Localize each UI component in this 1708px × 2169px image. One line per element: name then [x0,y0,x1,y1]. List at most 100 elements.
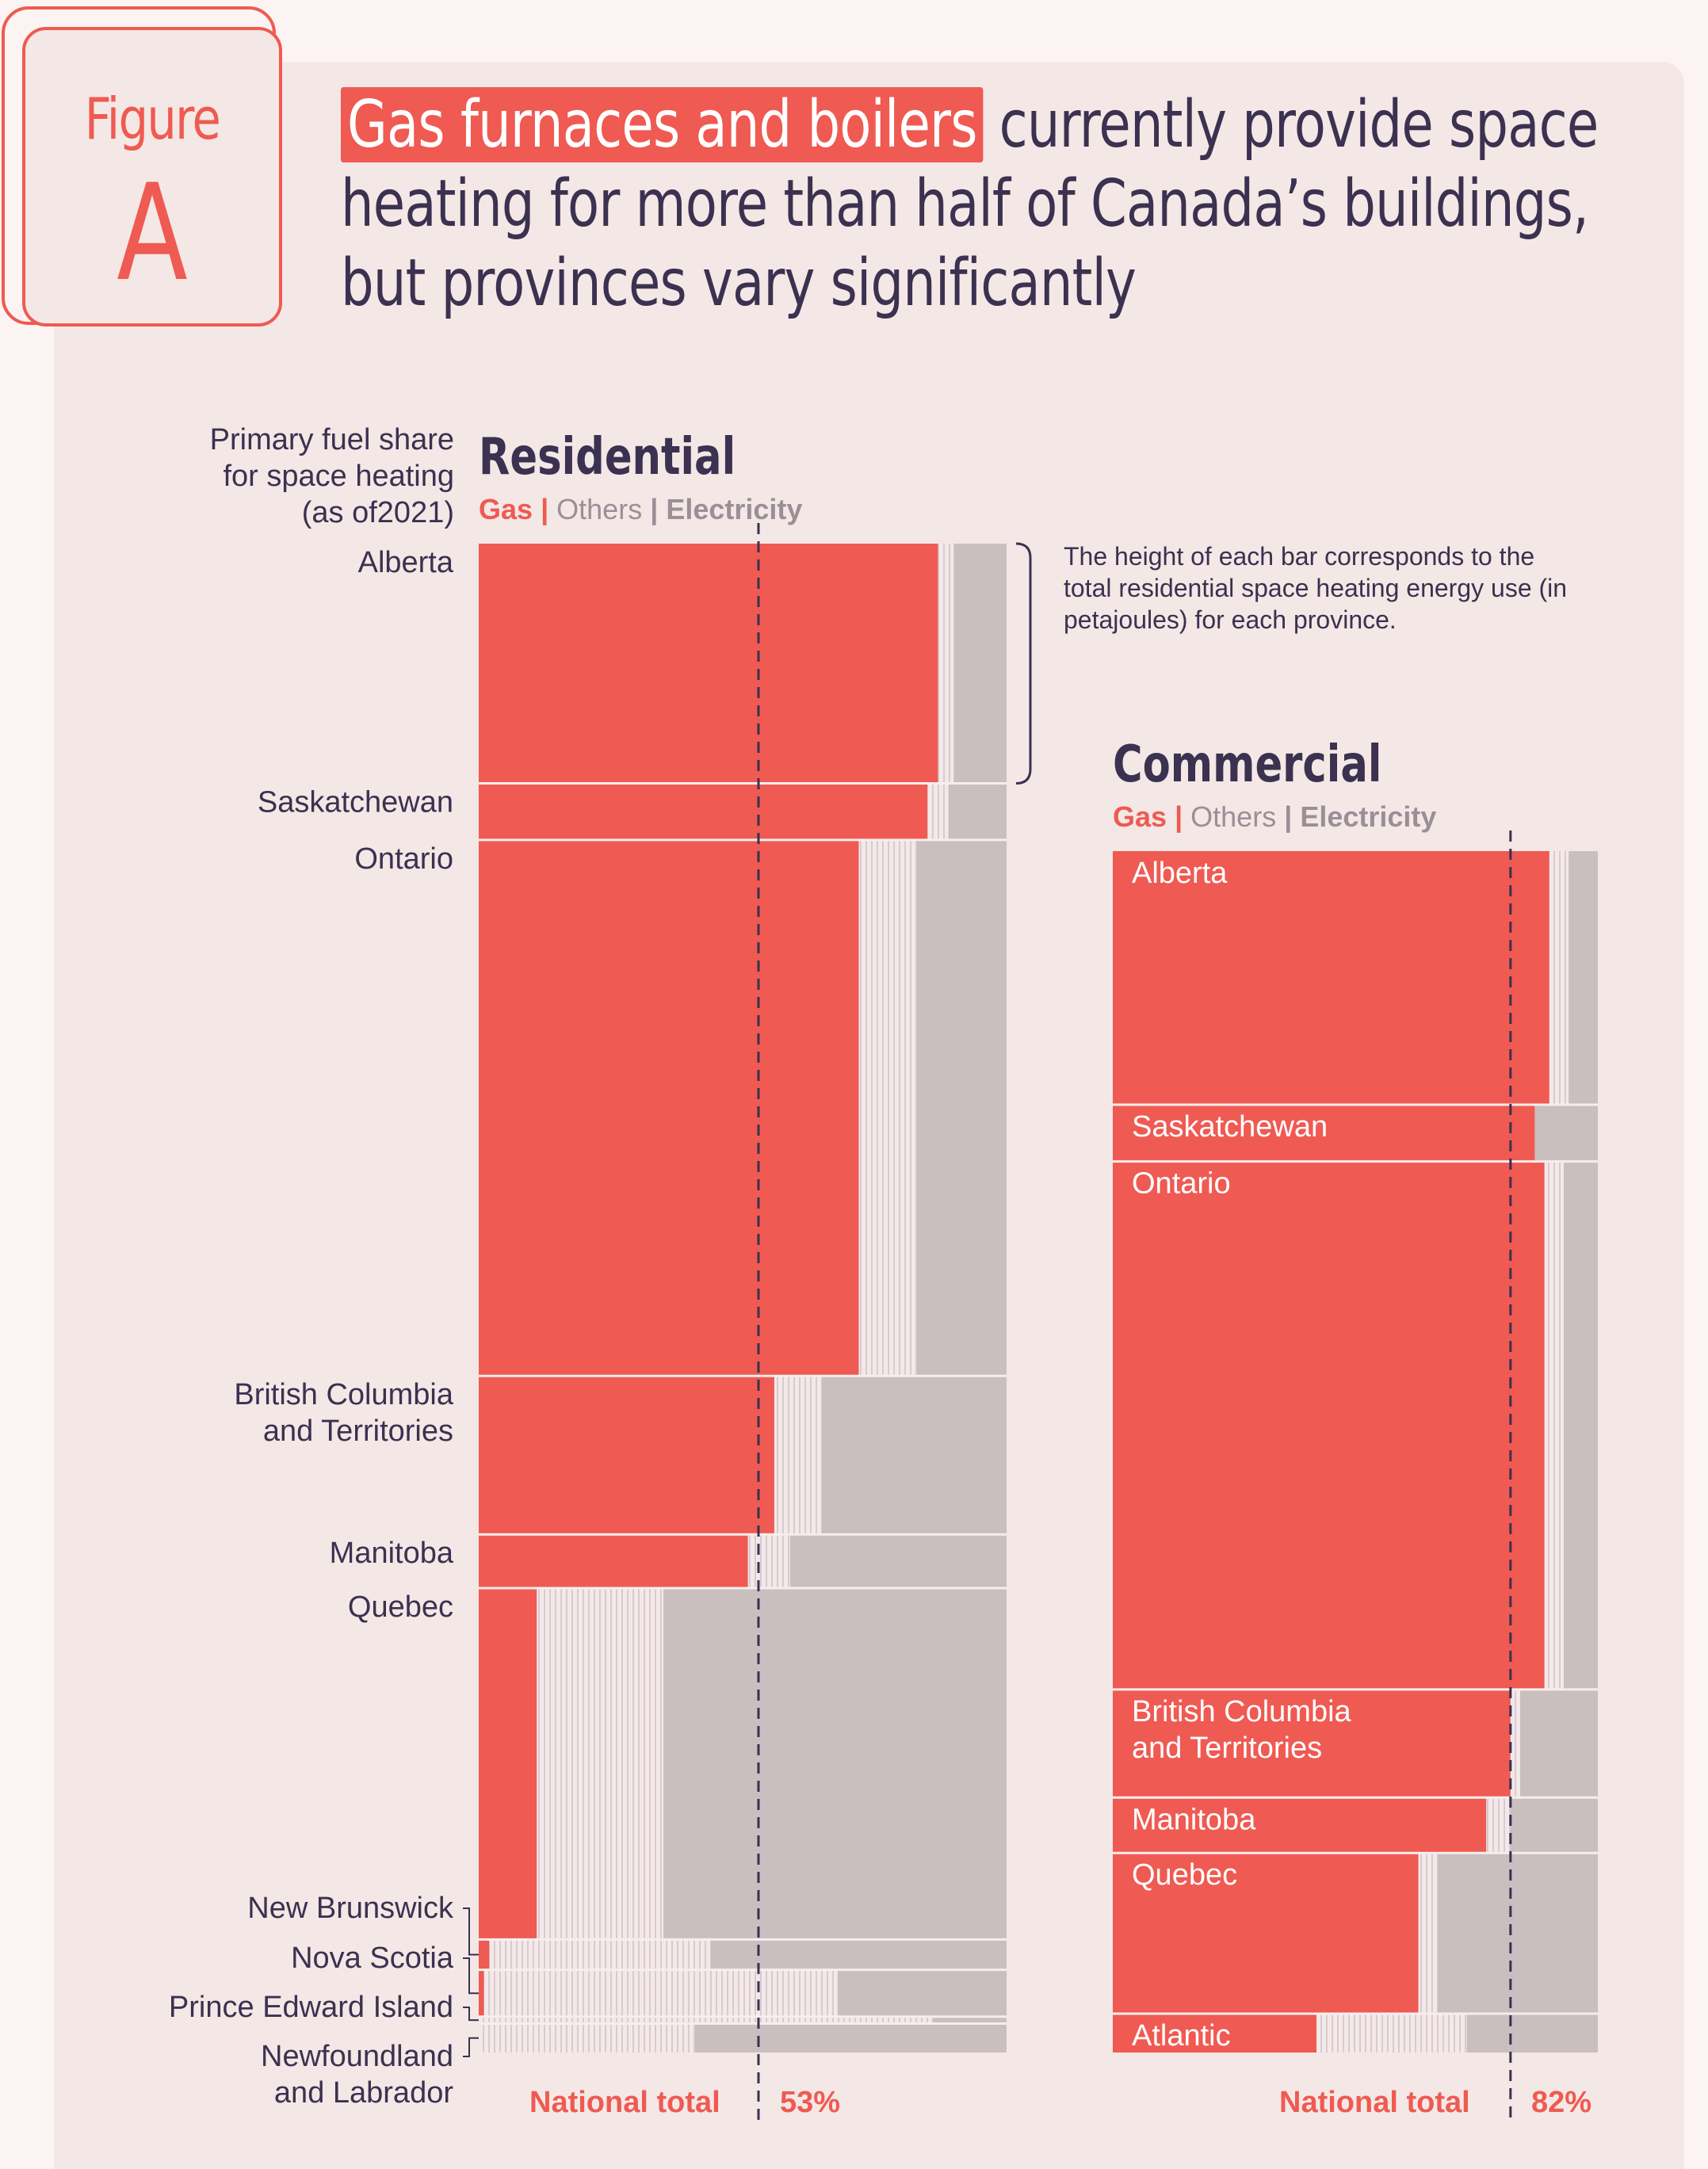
legend-separator: | [541,493,549,525]
bar-others-manitoba [747,1534,790,1589]
category-label-british-columbia-and-territories: British Columbia and Territories [1132,1695,1352,1765]
bar-electricity-atlantic [1466,2014,1598,2053]
bar-electricity-british-columbia-and-territories [1520,1689,1598,1798]
bar-gas-alberta [1113,851,1549,1105]
bar-gas-saskatchewan [479,783,928,840]
legend-separator: | [1284,800,1293,833]
bar-others-british-columbia-and-territories [1510,1689,1521,1798]
legend-gas: Gas [479,493,533,525]
commercial-chart: Alberta Saskatchewan Ontario British Columb… [1113,831,1598,2124]
bar-electricity-saskatchewan [948,783,1007,840]
residential-national-total-label: National total [529,2086,720,2119]
bar-electricity-quebec [663,1588,1007,1940]
bar-electricity-prince-edward-island [932,2016,1007,2024]
bar-electricity-nova-scotia [837,1969,1007,2017]
bar-gas-atlantic [1113,2014,1317,2053]
legend-others: Others [556,493,643,525]
bar-gas-british-columbia-and-territories [479,1376,774,1535]
bar-gas-manitoba [479,1534,748,1589]
bar-gas-manitoba [1113,1797,1487,1854]
bar-others-british-columbia-and-territories [774,1376,822,1535]
bar-others-ontario [1544,1161,1565,1690]
legend-electricity: Electricity [666,493,803,525]
label-leader-nova-scotia [463,1957,479,1995]
title-highlight: Gas furnaces and boilers [341,87,984,162]
bar-gas-ontario [479,839,859,1377]
bar-gas-british-columbia-and-territories [1113,1689,1511,1798]
category-label-atlantic: Atlantic [1132,2019,1231,2053]
legend-separator: | [650,493,659,525]
bar-gas-quebec [1113,1853,1419,2014]
bar-others-saskatchewan [927,783,949,840]
bar-others-quebec [1418,1853,1439,2014]
residential-title: Residential [479,428,736,487]
axis-note-line: Primary fuel share [209,423,454,456]
bar-gas-saskatchewan [1113,1104,1535,1162]
bar-others-quebec [537,1588,664,1940]
bar-height-bracket [1015,542,1032,785]
legend-gas: Gas [1113,800,1167,833]
category-label-british-columbia-and-territories: British Columbia and Territories [234,1378,454,1448]
bar-height-note: The height of each bar corresponds to th… [1064,542,1568,634]
figure-badge [22,27,282,326]
bar-electricity-alberta [953,544,1007,784]
category-label-prince-edward-island: Prince Edward Island [169,1991,453,2024]
axis-note-line: (as of2021) [301,496,454,529]
commercial-legend: Gas | Others | Electricity [1113,800,1436,834]
category-label-manitoba: Manitoba [1132,1803,1256,1836]
bar-others-manitoba [1486,1797,1511,1854]
bar-electricity-saskatchewan [1534,1104,1598,1162]
figure-badge-letter: A [117,155,188,311]
label-leader-prince-edward-island [463,2007,479,2022]
bar-others-prince-edward-island [479,2016,933,2024]
title-line1: currently provide space [983,87,1599,162]
category-label-quebec: Quebec [348,1590,453,1624]
legend-electricity: Electricity [1300,800,1437,833]
legend-separator: | [1175,800,1183,833]
bar-electricity-manitoba [789,1534,1007,1589]
category-label-quebec: Quebec [1132,1858,1237,1892]
category-label-alberta: Alberta [1132,857,1228,890]
bar-electricity-ontario [1564,1161,1598,1690]
legend-others: Others [1190,800,1277,833]
residential-legend: Gas | Others | Electricity [479,493,802,526]
category-label-saskatchewan: Saskatchewan [1132,1110,1328,1144]
bar-electricity-ontario [916,839,1007,1377]
bar-electricity-manitoba [1510,1797,1598,1854]
bar-gas-ontario [1113,1161,1545,1690]
title-line3: but provinces vary significantly [341,246,1137,321]
bar-gas-alberta [479,544,938,784]
category-label-alberta: Alberta [358,546,454,579]
category-label-nova-scotia: Nova Scotia [291,1942,454,1975]
category-label-saskatchewan: Saskatchewan [258,786,453,819]
label-leader-new-brunswick [463,1907,479,1956]
bar-electricity-newfoundland-and-labrador [695,2023,1007,2053]
category-label-ontario: Ontario [1132,1167,1231,1201]
bar-others-newfoundland-and-labrador [479,2023,696,2053]
bar-gas-nova-scotia [479,1969,484,2017]
bar-others-alberta [938,544,954,784]
bar-others-new-brunswick [489,1939,712,1970]
bar-electricity-british-columbia-and-territories [821,1376,1007,1535]
label-leader-newfoundland-and-labrador [463,2037,479,2057]
category-label-manitoba: Manitoba [330,1537,454,1570]
bar-gas-quebec [479,1588,537,1940]
category-label-ontario: Ontario [354,842,453,876]
commercial-national-total-label: National total [1279,2086,1470,2119]
axis-note-line: for space heating [223,460,454,493]
bar-electricity-alberta [1569,851,1598,1105]
residential-national-total-value: 53% [780,2086,841,2119]
bar-others-atlantic [1316,2014,1467,2053]
bar-electricity-new-brunswick [711,1939,1007,1970]
bar-gas-new-brunswick [479,1939,490,1970]
commercial-national-total-value: 82% [1531,2086,1592,2119]
bar-others-ontario [858,839,917,1377]
category-label-new-brunswick: New Brunswick [247,1892,454,1925]
figure-badge-word: Figure [84,86,221,152]
bar-others-alberta [1549,851,1569,1105]
bar-electricity-quebec [1438,1853,1598,2014]
axis-note: Primary fuel share for space heating (as… [210,422,454,531]
commercial-title: Commercial [1113,735,1382,794]
category-label-newfoundland-and-labrador: Newfoundland and Labrador [261,2040,453,2110]
